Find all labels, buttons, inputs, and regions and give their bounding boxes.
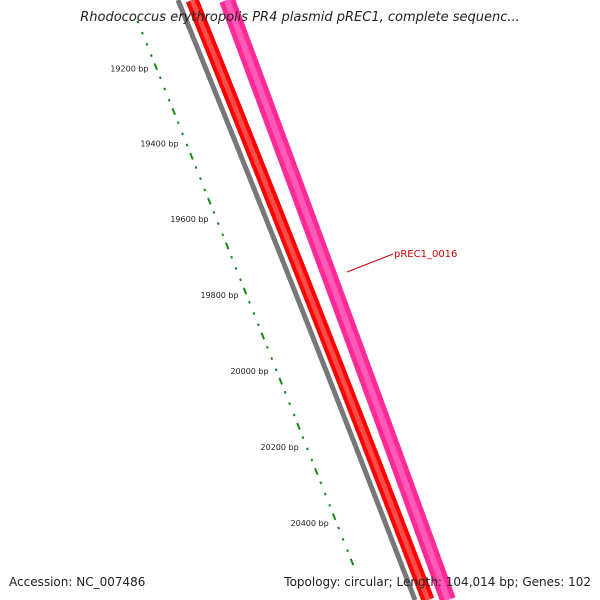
ruler-minor-tick xyxy=(292,413,296,417)
ruler-minor-tick xyxy=(265,345,269,349)
ruler-minor-tick xyxy=(194,165,198,169)
ruler-minor-tick xyxy=(199,177,202,181)
gc-track xyxy=(175,0,418,600)
map-title: Rhodococcus erythropolis PR4 plasmid pRE… xyxy=(80,10,520,25)
ruler-label: 20000 bp xyxy=(230,367,268,376)
ruler-major-tick xyxy=(349,558,355,566)
ruler-label: 19200 bp xyxy=(110,64,148,73)
ruler-minor-tick xyxy=(239,278,242,282)
ruler-minor-tick xyxy=(283,390,287,394)
ruler-label: 20200 bp xyxy=(261,443,299,452)
ruler-minor-tick xyxy=(270,357,274,361)
ruler-major-tick xyxy=(314,467,319,476)
ruler-minor-tick xyxy=(288,402,291,406)
tracks xyxy=(175,0,456,600)
ruler-major-tick xyxy=(207,197,212,205)
ruler-minor-tick xyxy=(337,526,341,530)
ruler-major-tick xyxy=(171,107,176,116)
feature-callout: pREC1_0016 xyxy=(346,249,457,273)
ruler-major-tick xyxy=(331,513,337,521)
ruler-minor-tick xyxy=(145,42,149,46)
ruler-label: 19800 bp xyxy=(200,291,238,300)
ruler-minor-tick xyxy=(176,121,180,125)
feature-label[interactable]: pREC1_0016 xyxy=(394,249,457,260)
summary-label: Topology: circular; Length: 104,014 bp; … xyxy=(284,575,591,589)
ruler-minor-tick xyxy=(167,98,171,102)
ruler-major-tick xyxy=(242,287,248,295)
forward-gene-track-highlight xyxy=(224,0,451,600)
ruler-minor-tick xyxy=(203,188,207,192)
ruler-minor-tick xyxy=(141,31,144,35)
ruler-minor-tick xyxy=(136,20,140,24)
ruler-minor-tick xyxy=(212,210,216,214)
ruler-minor-tick xyxy=(163,87,167,91)
reverse-gene-track-highlight xyxy=(189,0,431,600)
ruler-major-tick xyxy=(224,242,230,250)
ruler-major-tick xyxy=(153,63,159,71)
ruler-minor-tick xyxy=(341,537,345,541)
ruler-minor-tick xyxy=(158,76,162,80)
ruler-minor-tick xyxy=(274,368,278,372)
ruler-major-tick xyxy=(278,377,283,385)
feature-leader-line xyxy=(346,253,394,273)
ruler-minor-tick xyxy=(319,481,323,485)
ruler-major-tick xyxy=(189,152,194,160)
ruler-minor-tick xyxy=(301,436,305,440)
ruler-minor-tick xyxy=(306,447,309,451)
ruler-major-tick xyxy=(260,332,266,340)
ruler-minor-tick xyxy=(310,458,314,462)
ruler-minor-tick xyxy=(221,233,225,237)
ruler-minor-tick xyxy=(149,54,153,58)
ruler-minor-tick xyxy=(185,143,189,147)
ruler-minor-tick xyxy=(323,492,327,496)
ruler-label: 19400 bp xyxy=(140,140,178,149)
ruler-minor-tick xyxy=(181,132,184,136)
ruler-minor-tick xyxy=(216,222,220,226)
ruler-minor-tick xyxy=(234,266,238,271)
ruler-label: 20400 bp xyxy=(291,519,329,528)
ruler-minor-tick xyxy=(248,300,251,304)
ruler-minor-tick xyxy=(230,255,234,259)
ruler-minor-tick xyxy=(346,549,349,553)
ruler-minor-tick xyxy=(252,311,256,316)
ruler-major-tick xyxy=(296,422,301,430)
ruler-minor-tick xyxy=(256,323,260,327)
ruler-label: 19600 bp xyxy=(170,215,208,224)
accession-label: Accession: NC_007486 xyxy=(9,575,146,589)
ruler-minor-tick xyxy=(328,503,332,507)
